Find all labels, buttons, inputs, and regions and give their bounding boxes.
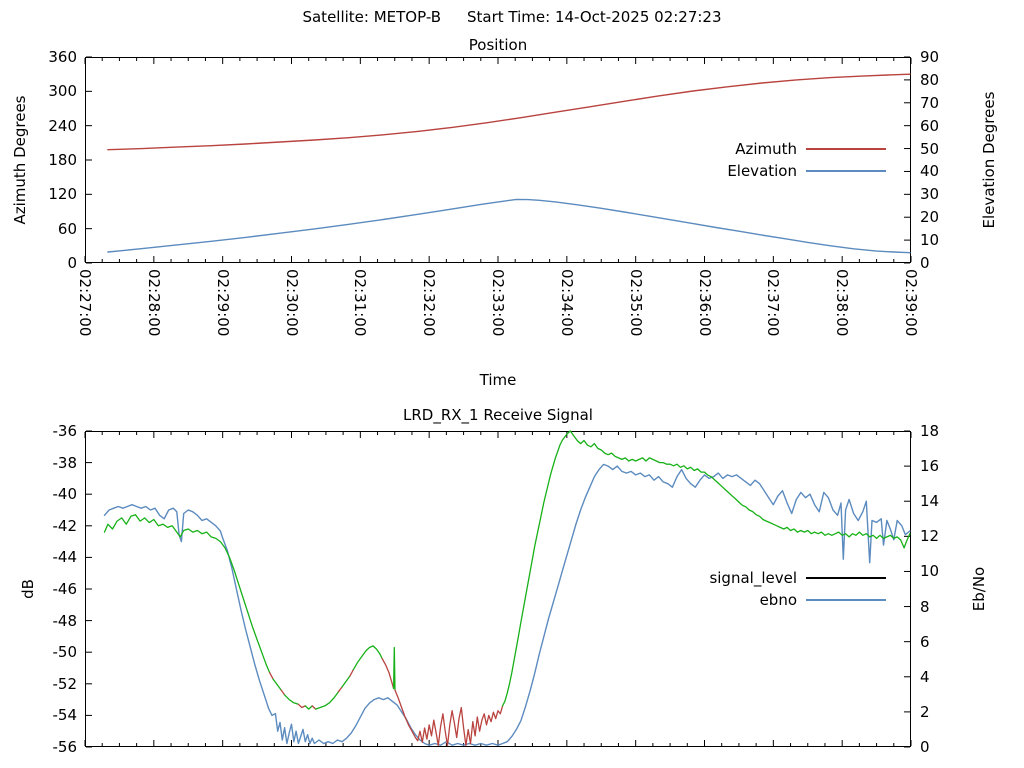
legend-line-ebno <box>806 599 886 601</box>
y2-tick-label: 0 <box>920 738 930 756</box>
legend-label-Elevation: Elevation <box>727 162 797 180</box>
y2-tick-label: 18 <box>920 422 940 440</box>
legend-label-signal_level: signal_level <box>709 569 797 587</box>
y2-tick-label: 20 <box>920 208 940 227</box>
y2-tick-label: 90 <box>920 48 940 66</box>
series-ebno <box>103 463 911 746</box>
y2-tick-label: 40 <box>920 162 940 181</box>
y-tick-label: 0 <box>67 254 77 272</box>
legend-line-signal_level <box>806 577 886 579</box>
y2-tick-label: 80 <box>920 70 940 89</box>
y2-tick-label: 2 <box>920 702 930 721</box>
legend-label-ebno: ebno <box>759 591 797 609</box>
y-tick-label: -36 <box>52 422 78 440</box>
y2-tick-label: 50 <box>920 139 940 158</box>
x-tick-label: 02:28:00 <box>144 269 163 337</box>
legend-label-Azimuth: Azimuth <box>735 140 797 158</box>
x-tick-label: 02:38:00 <box>833 269 852 337</box>
series-Elevation <box>107 198 911 254</box>
series-signal_level-segment <box>272 678 282 691</box>
y-tick-label: -46 <box>52 580 78 598</box>
y-tick-label: -52 <box>52 674 78 693</box>
y-tick-label: 240 <box>48 116 77 135</box>
time-axis-label: Time <box>479 371 517 389</box>
y-tick-label: -40 <box>52 485 78 504</box>
signal-plot-area <box>84 430 912 748</box>
ebno-axis-label: Eb/No <box>970 566 988 612</box>
y-tick-label: 180 <box>48 151 77 169</box>
y-tick-label: -42 <box>52 516 78 535</box>
legend-line-Elevation <box>806 170 886 172</box>
y2-tick-label: 70 <box>920 93 940 112</box>
y-tick-label: 360 <box>48 48 77 66</box>
position-plot-area <box>84 56 912 264</box>
x-tick-label: 02:27:00 <box>76 269 94 337</box>
y2-tick-label: 6 <box>920 632 930 651</box>
y2-tick-label: 8 <box>920 597 930 616</box>
series-signal_level-segment <box>297 703 306 709</box>
y2-tick-label: 12 <box>920 527 940 546</box>
y2-tick-label: 60 <box>920 116 940 135</box>
plot-border <box>85 431 911 747</box>
y2-tick-label: 10 <box>920 231 940 250</box>
series-signal_level-segment <box>394 689 504 747</box>
x-tick-label: 02:31:00 <box>351 269 370 337</box>
y2-tick-label: 0 <box>920 254 930 272</box>
y2-tick-label: 30 <box>920 185 940 204</box>
y-tick-label: -44 <box>52 548 78 567</box>
plot-border <box>85 57 911 263</box>
start-time-label: Start Time: 14-Oct-2025 02:27:23 <box>467 8 722 26</box>
series-Azimuth <box>107 73 911 151</box>
satellite-label: Satellite: METOP-B <box>302 8 441 26</box>
series-signal_level-segment <box>103 514 271 674</box>
x-tick-label: 02:39:00 <box>902 269 920 337</box>
series-signal_level-segment <box>280 689 286 696</box>
series-signal_level-segment <box>501 430 911 707</box>
series-signal_level-segment <box>283 694 300 705</box>
main-title: Satellite: METOP-B Start Time: 14-Oct-20… <box>0 8 1024 26</box>
signal-title: LRD_RX_1 Receive Signal <box>403 406 593 424</box>
y-tick-label: -56 <box>52 738 78 756</box>
series-signal_level-segment <box>314 691 340 710</box>
x-tick-label: 02:33:00 <box>489 269 507 337</box>
y2-tick-label: 16 <box>920 457 940 476</box>
y2-tick-label: 10 <box>920 562 940 581</box>
y2-tick-label: 14 <box>920 492 940 511</box>
series-signal_level-segment <box>349 668 355 677</box>
x-tick-label: 02:30:00 <box>282 269 301 337</box>
y-tick-label: 60 <box>57 219 77 238</box>
x-tick-label: 02:36:00 <box>695 269 714 337</box>
x-tick-label: 02:32:00 <box>420 269 439 337</box>
series-signal_level-segment <box>381 657 395 690</box>
elevation-axis-label: Elevation Degrees <box>980 91 998 229</box>
y-tick-label: -54 <box>52 706 78 725</box>
series-signal_level-segment <box>337 686 343 693</box>
y-tick-label: -50 <box>52 643 78 662</box>
series-signal_level-segment <box>392 646 396 691</box>
x-tick-label: 02:29:00 <box>213 269 232 337</box>
y-tick-label: 300 <box>48 82 77 101</box>
series-signal_level-segment <box>341 675 351 688</box>
y-tick-label: -38 <box>52 453 78 472</box>
y-tick-label: 120 <box>48 185 77 204</box>
legend-line-Azimuth <box>806 148 886 150</box>
x-tick-label: 02:35:00 <box>626 269 645 337</box>
x-tick-label: 02:37:00 <box>764 269 783 337</box>
x-tick-label: 02:34:00 <box>557 269 576 337</box>
y-tick-label: -48 <box>52 611 78 630</box>
y2-tick-label: 4 <box>920 667 930 686</box>
series-signal_level-segment <box>352 645 383 671</box>
series-signal_level-segment <box>304 705 313 710</box>
position-title: Position <box>468 36 528 54</box>
series-signal_level-segment <box>311 705 317 710</box>
series-signal_level-segment <box>269 672 274 680</box>
